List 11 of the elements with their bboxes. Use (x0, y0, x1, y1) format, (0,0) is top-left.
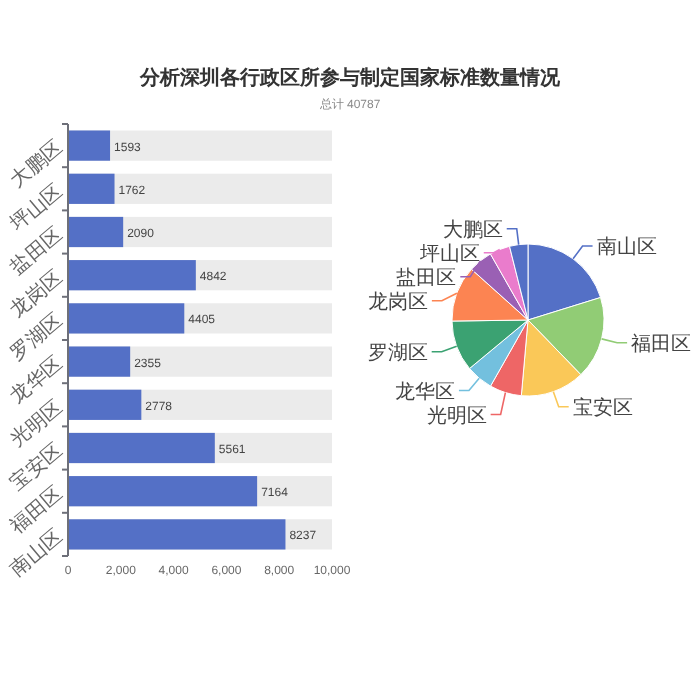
slice-label: 罗湖区 (367, 340, 428, 365)
slice-label: 大鹏区 (442, 217, 503, 242)
slice-label: 龙岗区 (367, 289, 428, 314)
slice-label: 光明区 (426, 403, 487, 428)
slice-label: 龙华区 (394, 379, 455, 404)
slice-label: 福田区 (631, 331, 692, 356)
slice-label: 宝安区 (572, 395, 633, 420)
slice-label: 坪山区 (417, 241, 480, 266)
chart-title: 分析深圳各行政区所参与制定国家标准数量情况 (138, 66, 562, 90)
slice-label: 盐田区 (396, 265, 457, 290)
slice-label: 南山区 (596, 234, 657, 259)
